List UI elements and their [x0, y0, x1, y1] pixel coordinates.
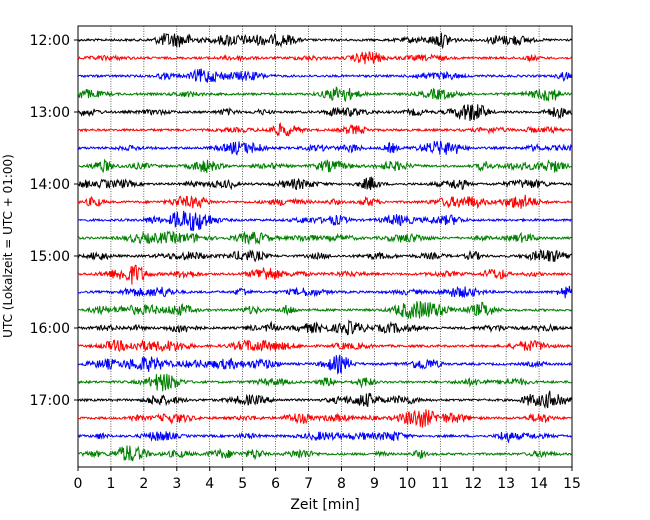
trace-1630 [77, 354, 572, 375]
y-tick-label: 15:00 [30, 249, 70, 265]
trace-1545 [77, 301, 572, 319]
x-tick-label: 7 [304, 476, 313, 492]
y-tick-label: 14:00 [30, 177, 70, 193]
x-tick-label: 5 [238, 476, 247, 492]
x-tick-label: 4 [205, 476, 214, 492]
trace-1645 [77, 373, 572, 392]
x-tick-label: 9 [370, 476, 379, 492]
trace-1615 [77, 339, 572, 353]
trace-1730 [77, 430, 572, 444]
x-tick-label: 2 [139, 476, 148, 492]
trace-1300 [77, 104, 572, 122]
y-axis-label: UTC (Lokalzeit = UTC + 01:00) [1, 154, 15, 338]
trace-1430 [77, 210, 572, 232]
trace-1715 [77, 409, 572, 428]
x-tick-label: 11 [431, 476, 449, 492]
x-tick-label: 0 [74, 476, 83, 492]
trace-1330 [77, 140, 572, 156]
trace-1215 [77, 51, 572, 65]
y-tick-label: 17:00 [30, 393, 70, 409]
x-tick-label: 12 [464, 476, 482, 492]
trace-1530 [77, 285, 572, 299]
x-tick-label: 13 [497, 476, 515, 492]
seismic-traces [77, 32, 572, 462]
trace-1400 [77, 176, 572, 191]
x-grid [110, 26, 540, 467]
y-axis: 12:00 13:00 14:00 15:00 16:00 17:00 [30, 33, 78, 409]
trace-1700 [77, 390, 572, 409]
trace-1445 [77, 230, 572, 246]
trace-1315 [77, 122, 572, 137]
y-tick-label: 13:00 [30, 105, 70, 121]
x-tick-label: 3 [172, 476, 181, 492]
trace-1600 [77, 319, 572, 336]
x-axis-label: Zeit [min] [290, 497, 359, 513]
trace-1415 [77, 194, 572, 210]
trace-1745 [77, 445, 572, 462]
trace-1515 [77, 264, 572, 285]
x-axis: 0 1 2 3 4 5 6 7 8 9 10 11 12 13 14 15 [74, 467, 581, 492]
y-tick-label: 12:00 [30, 33, 70, 49]
x-tick-label: 14 [530, 476, 548, 492]
x-tick-label: 10 [398, 476, 416, 492]
x-tick-label: 6 [271, 476, 280, 492]
x-tick-label: 15 [563, 476, 581, 492]
trace-1500 [77, 248, 572, 263]
y-tick-label: 16:00 [30, 321, 70, 337]
x-tick-label: 8 [337, 476, 346, 492]
x-tick-label: 1 [106, 476, 115, 492]
trace-1230 [77, 68, 572, 83]
trace-1345 [77, 158, 572, 174]
trace-1245 [77, 86, 572, 103]
plot-area [77, 25, 573, 468]
trace-1200 [77, 32, 572, 50]
